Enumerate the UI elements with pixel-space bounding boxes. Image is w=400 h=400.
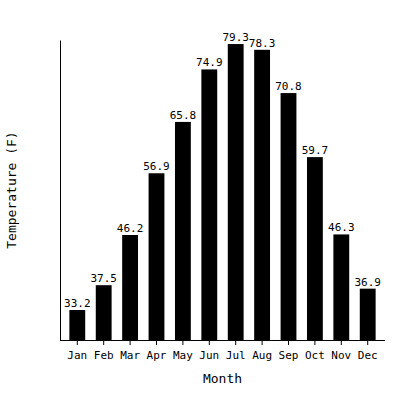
bar [333, 234, 349, 340]
x-tick-label: Jul [226, 349, 246, 362]
bar [201, 69, 217, 340]
bar [149, 173, 165, 340]
x-tick: Jun [199, 340, 219, 362]
x-tick: Mar [120, 340, 140, 362]
data-label: 46.3 [328, 221, 355, 234]
x-tick: Aug [252, 340, 272, 362]
x-tick-mark [288, 340, 289, 345]
bar [281, 93, 297, 340]
x-tick-mark [314, 340, 315, 345]
data-label: 36.9 [354, 276, 381, 289]
x-tick-label: Jan [67, 349, 87, 362]
x-tick: Nov [331, 340, 351, 362]
y-axis-title: Temperature (F) [4, 131, 19, 248]
x-tick-mark [182, 340, 183, 345]
x-tick-label: Jun [199, 349, 219, 362]
chart: 33.2 37.5 46.2 56.9 65.8 74.9 79.378.3 70.8 59.7… [0, 0, 400, 400]
data-label: 74.9 [196, 56, 223, 69]
x-tick: Oct [305, 340, 325, 362]
data-label: 33.2 [64, 297, 91, 310]
x-tick: Sep [279, 340, 299, 362]
x-tick-label: Nov [331, 349, 351, 362]
bar [307, 157, 323, 340]
x-tick-mark [209, 340, 210, 345]
x-tick-label: Dec [358, 349, 378, 362]
x-tick-mark [103, 340, 104, 345]
y-axis-line [60, 41, 61, 341]
bar [360, 289, 376, 340]
x-axis-title: Month [203, 371, 242, 386]
data-label: 79.3 [222, 31, 249, 44]
data-label: 56.9 [143, 160, 170, 173]
data-labels: 33.2 37.5 46.2 56.9 65.8 74.9 79.378.3 70.8 59.7… [64, 31, 381, 310]
x-tick-label: Oct [305, 349, 325, 362]
y-axis [60, 41, 61, 341]
x-tick-mark [130, 340, 131, 345]
x-tick-label: Aug [252, 349, 272, 362]
x-tick-label: Apr [147, 349, 167, 362]
data-label: 70.8 [275, 80, 302, 93]
bar [96, 285, 112, 340]
x-axis-line [60, 340, 385, 341]
x-tick-mark [262, 340, 263, 345]
x-tick-mark [367, 340, 368, 345]
x-tick-mark [235, 340, 236, 345]
x-tick-label: Sep [279, 349, 299, 362]
x-tick-label: Feb [94, 349, 114, 362]
bar [69, 310, 85, 340]
x-tick: Feb [94, 340, 114, 362]
x-tick: Jan [67, 340, 87, 362]
x-tick-mark [156, 340, 157, 345]
x-tick-label: May [173, 349, 193, 362]
bar [175, 122, 191, 340]
bar [122, 235, 138, 340]
x-axis: Jan Feb Mar Apr May Jun Jul Aug Sep Oct Nov Dec [60, 340, 385, 362]
data-label: 37.5 [90, 272, 117, 285]
bar [254, 50, 270, 340]
bar [228, 44, 244, 340]
data-label: 59.7 [302, 144, 329, 157]
x-tick: Apr [147, 340, 167, 362]
x-tick: Dec [358, 340, 378, 362]
bars [69, 44, 375, 340]
x-tick: Jul [226, 340, 246, 362]
x-tick-mark [77, 340, 78, 345]
x-tick: May [173, 340, 193, 362]
data-label: 78.3 [249, 37, 276, 50]
x-tick-label: Mar [120, 349, 140, 362]
data-label: 65.8 [170, 109, 197, 122]
data-label: 46.2 [117, 222, 144, 235]
x-tick-mark [341, 340, 342, 345]
